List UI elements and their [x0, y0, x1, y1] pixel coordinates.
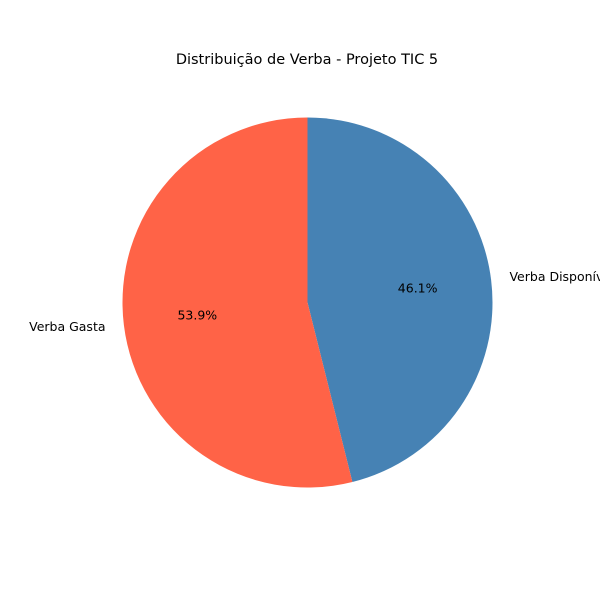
- slice-label-0: Verba Disponível: [509, 269, 600, 284]
- slice-percent-label-1: 53.9%: [177, 308, 217, 323]
- pie-slice-1: [122, 117, 353, 488]
- pie-plot-area: Verba Disponível 46.1% Verba Gasta 53.9%: [29, 117, 600, 488]
- pie-slice-0: [307, 117, 493, 482]
- slice-label-1: Verba Gasta: [29, 319, 105, 334]
- slice-percent-label-0: 46.1%: [398, 280, 438, 295]
- chart-title: Distribuição de Verba - Projeto TIC 5: [176, 52, 438, 68]
